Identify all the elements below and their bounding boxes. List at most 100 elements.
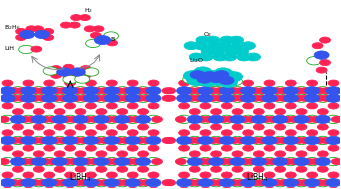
Circle shape <box>2 80 13 86</box>
Circle shape <box>44 187 55 189</box>
Circle shape <box>120 88 131 94</box>
Circle shape <box>52 179 67 187</box>
Circle shape <box>230 157 245 166</box>
Circle shape <box>299 137 310 143</box>
Circle shape <box>100 95 110 101</box>
Circle shape <box>19 45 34 54</box>
Circle shape <box>193 137 204 143</box>
Circle shape <box>193 88 204 94</box>
Circle shape <box>86 88 97 94</box>
Circle shape <box>43 67 58 75</box>
Circle shape <box>73 87 88 95</box>
Circle shape <box>179 130 190 136</box>
Circle shape <box>305 157 320 166</box>
Circle shape <box>218 116 229 122</box>
Circle shape <box>235 180 246 186</box>
Circle shape <box>78 88 89 94</box>
Circle shape <box>283 94 298 102</box>
Circle shape <box>200 103 211 109</box>
Circle shape <box>262 179 277 187</box>
Circle shape <box>113 180 124 186</box>
Circle shape <box>203 116 214 122</box>
Circle shape <box>267 159 278 165</box>
Circle shape <box>26 116 37 122</box>
Circle shape <box>2 187 13 189</box>
Circle shape <box>37 95 48 101</box>
Circle shape <box>264 95 275 101</box>
Circle shape <box>47 116 58 122</box>
Circle shape <box>271 88 282 94</box>
Circle shape <box>321 137 331 143</box>
Circle shape <box>106 187 117 189</box>
Circle shape <box>100 88 110 94</box>
Circle shape <box>148 145 159 151</box>
Circle shape <box>200 80 211 86</box>
Circle shape <box>326 115 341 123</box>
Circle shape <box>314 51 329 59</box>
Circle shape <box>317 166 328 172</box>
Circle shape <box>84 94 99 102</box>
Circle shape <box>0 179 15 187</box>
Circle shape <box>107 40 118 46</box>
Circle shape <box>21 94 36 102</box>
Circle shape <box>31 46 42 52</box>
Circle shape <box>229 36 243 44</box>
Circle shape <box>131 159 142 165</box>
Circle shape <box>89 116 100 122</box>
Circle shape <box>104 179 119 187</box>
Circle shape <box>33 124 44 130</box>
Circle shape <box>9 180 20 186</box>
Circle shape <box>125 115 140 123</box>
Circle shape <box>20 30 35 39</box>
Circle shape <box>86 130 97 136</box>
Circle shape <box>23 95 34 101</box>
Circle shape <box>257 137 267 143</box>
Circle shape <box>275 109 285 115</box>
Circle shape <box>11 136 25 145</box>
Circle shape <box>26 26 37 32</box>
Circle shape <box>23 80 34 86</box>
Circle shape <box>16 88 27 94</box>
Circle shape <box>235 137 246 143</box>
Circle shape <box>211 166 222 172</box>
Circle shape <box>261 159 272 165</box>
Circle shape <box>251 94 266 102</box>
Circle shape <box>230 94 245 102</box>
Circle shape <box>187 115 202 123</box>
Circle shape <box>100 137 110 143</box>
Circle shape <box>237 53 251 61</box>
Circle shape <box>11 157 25 166</box>
Circle shape <box>63 157 77 166</box>
Circle shape <box>294 179 309 187</box>
Circle shape <box>146 136 161 145</box>
Circle shape <box>275 166 285 172</box>
Circle shape <box>307 187 317 189</box>
Circle shape <box>125 136 140 145</box>
Circle shape <box>320 37 330 43</box>
Circle shape <box>65 130 75 136</box>
Circle shape <box>136 94 151 102</box>
Circle shape <box>117 124 128 130</box>
Circle shape <box>57 68 72 76</box>
Circle shape <box>43 34 54 40</box>
Circle shape <box>193 95 204 101</box>
Circle shape <box>206 36 220 44</box>
Circle shape <box>261 116 272 122</box>
Circle shape <box>204 71 222 81</box>
Circle shape <box>84 157 99 166</box>
Circle shape <box>243 172 254 178</box>
Circle shape <box>253 166 264 172</box>
Circle shape <box>186 95 197 101</box>
Circle shape <box>138 124 149 130</box>
Circle shape <box>296 166 307 172</box>
Circle shape <box>190 71 205 79</box>
Circle shape <box>315 157 330 166</box>
Circle shape <box>207 180 218 186</box>
Circle shape <box>0 157 15 166</box>
Circle shape <box>221 145 232 151</box>
Circle shape <box>282 116 293 122</box>
Circle shape <box>307 95 317 101</box>
Circle shape <box>221 172 232 178</box>
Circle shape <box>104 115 119 123</box>
Circle shape <box>52 87 67 95</box>
